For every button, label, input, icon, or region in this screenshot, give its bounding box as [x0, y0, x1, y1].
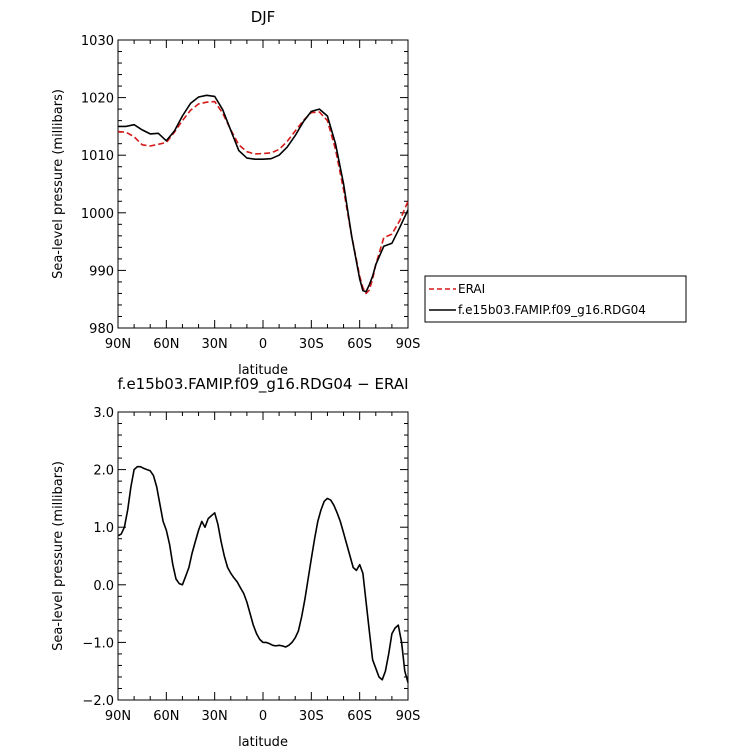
djf-plot-frame	[117, 39, 409, 329]
djf-x-axis-title: latitude	[238, 363, 288, 378]
djf-panel: DJF 980 990 1000 1010 1020 1030 90N 60N 30N 0 30S…	[51, 8, 420, 378]
legend-erai-label: ERAI	[458, 282, 485, 296]
djf-x-ticks: 90N 60N 30N 0 30S 60S 90S	[105, 40, 421, 352]
djf-x-tick-label: 60N	[153, 337, 179, 352]
difference-plot-frame	[117, 411, 409, 701]
djf-series-line-erai	[117, 100, 409, 295]
djf-y-tick-label: 990	[89, 264, 114, 279]
legend: ERAI f.e15b03.FAMIP.f09_g16.RDG04	[424, 275, 687, 323]
difference-y-tick-label: 3.0	[93, 406, 114, 421]
djf-series-lines	[117, 94, 409, 295]
djf-x-tick-label: 90S	[396, 337, 421, 352]
djf-y-tick-label: 1030	[81, 34, 114, 49]
difference-x-tick-label: 90S	[396, 709, 421, 724]
difference-y-tick-label: −2.0	[82, 694, 114, 709]
djf-x-tick-label: 0	[259, 337, 267, 352]
difference-title: f.e15b03.FAMIP.f09_g16.RDG04 − ERAI	[117, 375, 408, 394]
difference-x-tick-label: 90N	[105, 709, 131, 724]
difference-y-tick-label: −1.0	[82, 636, 114, 651]
djf-y-tick-label: 1010	[81, 149, 114, 164]
difference-y-ticks: −2.0 −1.0 0.0 1.0 2.0 3.0	[82, 406, 408, 709]
djf-y-tick-label: 1020	[81, 92, 114, 107]
difference-panel: f.e15b03.FAMIP.f09_g16.RDG04 − ERAI −2.0…	[51, 375, 420, 750]
djf-y-ticks: 980 990 1000 1010 1020 1030	[81, 34, 408, 337]
difference-y-tick-label: 0.0	[93, 579, 114, 594]
difference-y-tick-label: 1.0	[93, 521, 114, 536]
djf-title: DJF	[251, 8, 276, 26]
difference-y-tick-label: 2.0	[93, 464, 114, 479]
djf-x-tick-label: 90N	[105, 337, 131, 352]
legend-box	[424, 275, 687, 323]
djf-x-tick-label: 30S	[299, 337, 324, 352]
difference-x-tick-label: 0	[259, 709, 267, 724]
legend-model-label: f.e15b03.FAMIP.f09_g16.RDG04	[458, 303, 646, 317]
djf-series-line-f-e15b03-famip-f09-g16-rdg04	[118, 94, 409, 293]
difference-series-line-0	[117, 465, 409, 683]
difference-series-lines	[117, 465, 409, 683]
djf-x-tick-label: 60S	[347, 337, 372, 352]
djf-y-axis-title: Sea-level pressure (millibars)	[51, 89, 66, 279]
difference-x-tick-label: 30S	[299, 709, 324, 724]
difference-x-tick-label: 60S	[347, 709, 372, 724]
difference-x-ticks: 90N 60N 30N 0 30S 60S 90S	[105, 412, 421, 724]
difference-x-axis-title: latitude	[238, 735, 288, 750]
djf-y-tick-label: 1000	[81, 207, 114, 222]
djf-y-tick-label: 980	[89, 322, 114, 337]
difference-y-axis-title: Sea-level pressure (millibars)	[51, 461, 66, 651]
difference-x-tick-label: 60N	[153, 709, 179, 724]
difference-x-tick-label: 30N	[202, 709, 228, 724]
djf-x-tick-label: 30N	[202, 337, 228, 352]
